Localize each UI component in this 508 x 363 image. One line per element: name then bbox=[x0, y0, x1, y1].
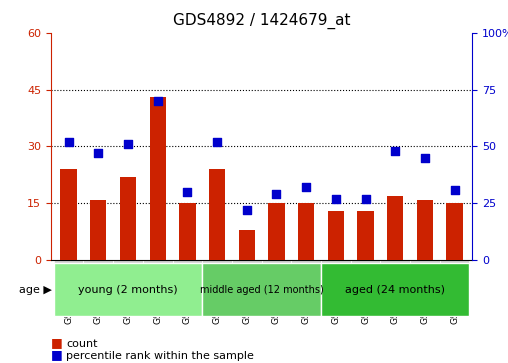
Point bbox=[94, 150, 103, 156]
Bar bbox=[447, 203, 463, 260]
Bar bbox=[149, 97, 166, 260]
Text: percentile rank within the sample: percentile rank within the sample bbox=[66, 351, 254, 361]
FancyBboxPatch shape bbox=[262, 260, 291, 264]
Point bbox=[183, 189, 192, 195]
Bar bbox=[60, 169, 77, 260]
Bar bbox=[328, 211, 344, 260]
Point bbox=[124, 141, 132, 147]
Text: middle aged (12 months): middle aged (12 months) bbox=[200, 285, 324, 295]
FancyBboxPatch shape bbox=[173, 260, 202, 264]
FancyBboxPatch shape bbox=[291, 260, 321, 264]
Text: count: count bbox=[66, 339, 98, 349]
Point bbox=[421, 155, 429, 161]
FancyBboxPatch shape bbox=[410, 260, 440, 264]
Bar bbox=[179, 203, 196, 260]
Point bbox=[362, 196, 370, 202]
Point bbox=[332, 196, 340, 202]
Bar bbox=[239, 230, 255, 260]
Point bbox=[65, 139, 73, 145]
Bar bbox=[120, 177, 136, 260]
Bar bbox=[298, 203, 314, 260]
FancyBboxPatch shape bbox=[202, 260, 232, 264]
Bar bbox=[358, 211, 374, 260]
Point bbox=[451, 187, 459, 193]
FancyBboxPatch shape bbox=[202, 263, 321, 317]
FancyBboxPatch shape bbox=[232, 260, 262, 264]
Point bbox=[243, 207, 251, 213]
Text: ■: ■ bbox=[51, 337, 62, 350]
FancyBboxPatch shape bbox=[113, 260, 143, 264]
FancyBboxPatch shape bbox=[440, 260, 469, 264]
Point bbox=[272, 191, 280, 197]
Bar bbox=[209, 169, 225, 260]
FancyBboxPatch shape bbox=[380, 260, 410, 264]
Bar bbox=[387, 196, 403, 260]
FancyBboxPatch shape bbox=[351, 260, 380, 264]
Text: young (2 months): young (2 months) bbox=[78, 285, 178, 295]
Title: GDS4892 / 1424679_at: GDS4892 / 1424679_at bbox=[173, 12, 351, 29]
Text: age ▶: age ▶ bbox=[18, 285, 51, 295]
Point bbox=[153, 98, 162, 104]
FancyBboxPatch shape bbox=[143, 260, 173, 264]
Point bbox=[391, 148, 399, 154]
Text: aged (24 months): aged (24 months) bbox=[345, 285, 445, 295]
FancyBboxPatch shape bbox=[83, 260, 113, 264]
FancyBboxPatch shape bbox=[54, 263, 202, 317]
Bar bbox=[268, 203, 284, 260]
FancyBboxPatch shape bbox=[54, 260, 83, 264]
Point bbox=[302, 184, 310, 190]
FancyBboxPatch shape bbox=[321, 263, 469, 317]
Bar bbox=[90, 200, 107, 260]
Bar bbox=[417, 200, 433, 260]
Point bbox=[213, 139, 221, 145]
Text: ■: ■ bbox=[51, 348, 62, 362]
FancyBboxPatch shape bbox=[321, 260, 351, 264]
